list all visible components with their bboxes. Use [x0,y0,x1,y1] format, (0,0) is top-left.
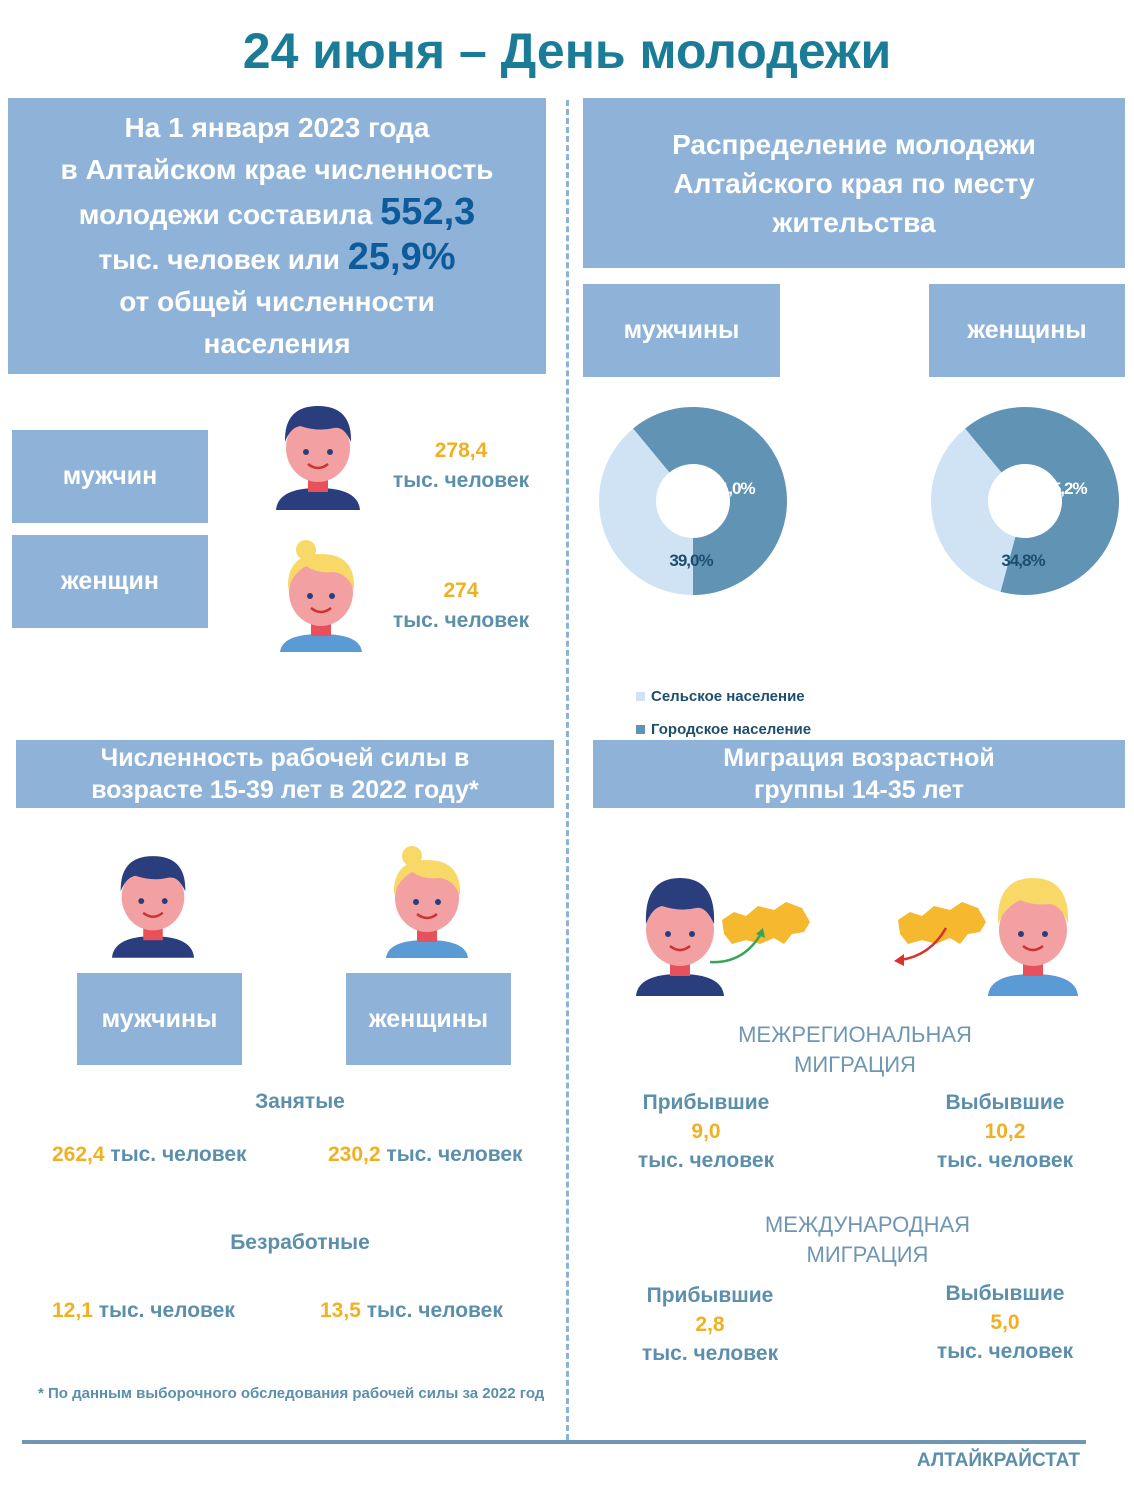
legend-label-rural: Сельское население [651,688,805,705]
donut-label-urban: 65,2% [1043,479,1087,498]
labor-female-avatar-icon [386,846,468,958]
donut-slice-rural [931,428,1016,592]
international-arrived-value: 2,8 [695,1313,725,1336]
labor-footnote: * По данным выборочного обследования раб… [38,1385,545,1402]
legend-item-rural: Сельское население [636,680,811,713]
distribution-title: Распределение молодежи Алтайского края п… [672,128,1036,238]
donut-slice-urban [633,407,787,595]
interregional-departed: Выбывшие 10,2 тыс. человек [905,1088,1105,1175]
donut-slice-rural [599,428,693,595]
labor-title: Численность рабочей силы в возрасте 15-3… [91,744,479,804]
women-count: 274 тыс. человек [378,576,544,636]
dist-women-label: женщины [967,316,1087,344]
men-count-unit: тыс. человек [392,469,530,492]
footer-source: АЛТАЙКРАЙСТАТ [916,1450,1080,1471]
interregional-arrived: Прибывшие 9,0 тыс. человек [606,1088,806,1175]
women-count-value: 274 [443,579,479,602]
men-unemployed: 12,1 тыс. человек [52,1299,235,1323]
intro-line2: в Алтайском крае численность [60,154,494,185]
chart-legend: Сельское население Городское население [636,680,811,746]
intro-line6: населения [203,328,351,359]
dist-men-box: мужчины [583,284,780,377]
donut-chart-men: 39,0% 61,0% [599,407,787,595]
legend-swatch-urban [636,725,645,734]
interregional-arrived-label: Прибывшие [642,1091,770,1114]
distribution-panel: Распределение молодежи Алтайского края п… [583,98,1125,268]
labor-women-box: женщины [346,973,511,1065]
international-arrived-unit: тыс. человек [641,1342,779,1365]
labor-panel: Численность рабочей силы в возрасте 15-3… [16,740,554,808]
interregional-label: МЕЖРЕГИОНАЛЬНАЯ МИГРАЦИЯ [738,1022,972,1077]
vertical-divider [566,100,569,1440]
women-unemployed-value: 13,5 [320,1299,361,1322]
labor-men-box: мужчины [77,973,242,1065]
labor-women-label: женщины [368,1004,489,1033]
donut-label-urban: 61,0% [711,479,755,498]
labor-male-avatar-icon [111,856,195,958]
women-employed-value: 230,2 [328,1143,381,1166]
intro-line5: от общей численности [119,286,435,317]
dist-women-box: женщины [929,284,1125,377]
legend-swatch-rural [636,692,645,701]
intro-panel: На 1 января 2023 года в Алтайском крае ч… [8,98,546,374]
interregional-departed-unit: тыс. человек [936,1149,1074,1172]
migration-arrival-icon [636,878,810,996]
unemployed-label: Безработные [230,1231,370,1254]
legend-item-urban: Городское население [636,713,811,746]
women-employed-unit: тыс. человек [386,1143,523,1166]
interregional-arrived-unit: тыс. человек [637,1149,775,1172]
intro-line4: тыс. человек или [98,244,340,275]
female-avatar-icon [280,540,362,652]
footer-line [22,1440,1086,1444]
interregional-arrived-value: 9,0 [691,1120,721,1143]
employed-label: Занятые [255,1090,345,1113]
international-label: МЕЖДУНАРОДНАЯ МИГРАЦИЯ [764,1212,971,1267]
interregional-departed-label: Выбывшие [945,1091,1065,1114]
men-employed: 262,4 тыс. человек [52,1143,247,1167]
international-departed: Выбывшие 5,0 тыс. человек [905,1279,1105,1366]
men-count: 278,4 тыс. человек [378,436,544,496]
male-avatar-icon [276,406,360,510]
donut-label-rural: 34,8% [1001,551,1045,570]
legend-label-urban: Городское население [651,721,812,738]
international-departed-value: 5,0 [990,1311,1020,1334]
men-unemployed-unit: тыс. человек [98,1299,235,1322]
labor-men-label: мужчины [101,1004,218,1033]
women-count-unit: тыс. человек [392,609,530,632]
migration-departure-icon [894,878,1078,996]
international-arrived: Прибывшие 2,8 тыс. человек [610,1281,810,1368]
men-label-box: мужчин [12,430,208,523]
dist-men-label: мужчины [623,316,740,344]
donut-chart-women: 34,8% 65,2% [931,407,1119,595]
women-employed: 230,2 тыс. человек [328,1143,523,1167]
intro-youth-share: 25,9% [347,236,456,278]
migration-title: Миграция возрастной группы 14-35 лет [723,744,995,804]
men-label: мужчин [62,462,158,490]
men-unemployed-value: 12,1 [52,1299,93,1322]
women-label-box: женщин [12,535,208,628]
men-employed-unit: тыс. человек [110,1143,247,1166]
intro-line3: молодежи составила [78,199,373,230]
international-arrived-label: Прибывшие [646,1284,774,1307]
intro-youth-count: 552,3 [380,191,476,233]
women-unemployed: 13,5 тыс. человек [320,1299,503,1323]
intro-line1: На 1 января 2023 года [124,112,430,143]
interregional-departed-value: 10,2 [984,1120,1026,1143]
page-title: 24 июня – День молодежи [242,23,892,79]
migration-panel: Миграция возрастной группы 14-35 лет [593,740,1125,808]
donut-slice-urban [965,407,1119,595]
international-departed-label: Выбывшие [945,1282,1065,1305]
international-departed-unit: тыс. человек [936,1340,1074,1363]
donut-label-rural: 39,0% [669,551,713,570]
men-count-value: 278,4 [434,439,488,462]
women-label: женщин [61,567,159,595]
men-employed-value: 262,4 [52,1143,105,1166]
women-unemployed-unit: тыс. человек [366,1299,503,1322]
